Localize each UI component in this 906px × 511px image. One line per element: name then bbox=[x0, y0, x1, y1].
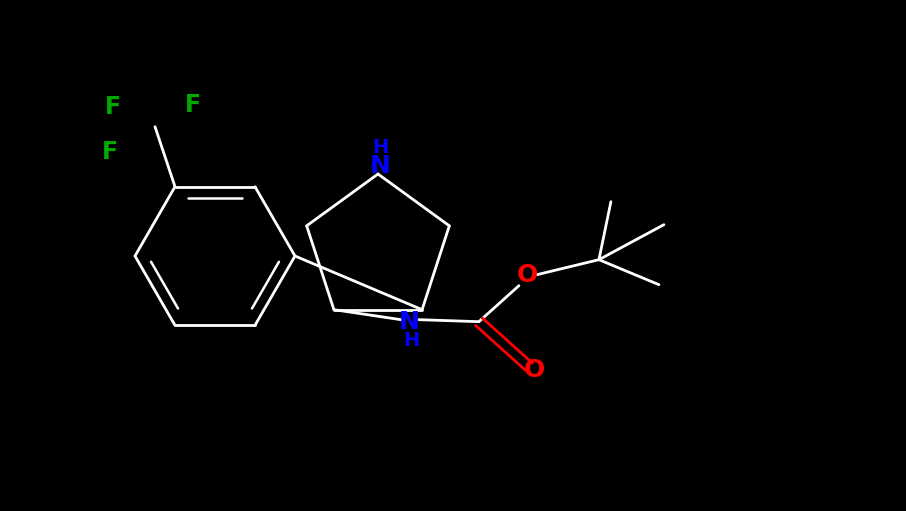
Text: F: F bbox=[105, 95, 121, 119]
Text: O: O bbox=[524, 358, 545, 382]
Text: O: O bbox=[516, 263, 537, 287]
Text: H: H bbox=[403, 331, 419, 350]
Text: F: F bbox=[185, 92, 201, 117]
Text: F: F bbox=[102, 140, 118, 164]
Text: H: H bbox=[371, 137, 388, 156]
Text: N: N bbox=[399, 310, 419, 334]
Text: N: N bbox=[370, 154, 390, 178]
